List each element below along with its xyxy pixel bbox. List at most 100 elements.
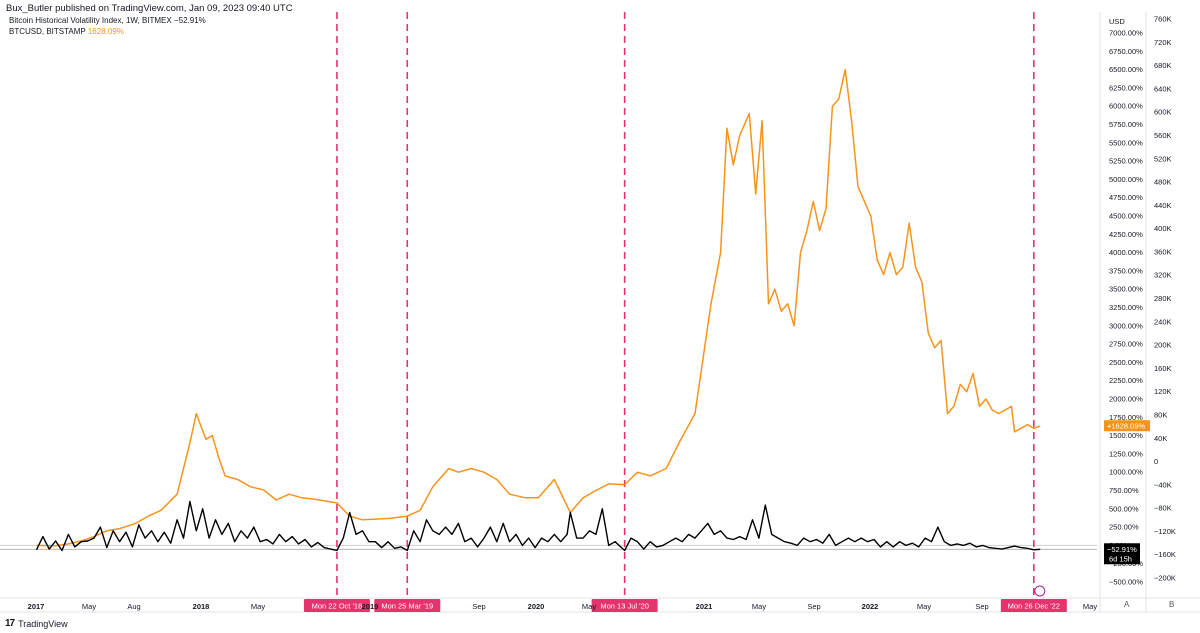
price-labels: +1628.09% −52.91%6d 15h <box>1034 420 1150 597</box>
y-tick-label: 3500.00% <box>1109 285 1143 294</box>
y2-tick-label: −40K <box>1154 480 1172 489</box>
x-tick-label: Aug <box>127 602 140 611</box>
y-tick-label: 3750.00% <box>1109 266 1143 275</box>
currency-label: USD <box>1109 17 1125 26</box>
marker-date-label: Mon 25 Mar '19 <box>381 602 433 611</box>
vol-price-countdown: 6d 15h <box>1109 554 1132 563</box>
y-tick-label: 5500.00% <box>1109 138 1143 147</box>
y-tick-label: 2000.00% <box>1109 395 1143 404</box>
y2-tick-label: 120K <box>1154 387 1172 396</box>
x-tick-label: 2019 <box>362 602 379 611</box>
y-tick-label: 6000.00% <box>1109 102 1143 111</box>
y2-tick-label: 560K <box>1154 131 1172 140</box>
y-tick-label: 4750.00% <box>1109 193 1143 202</box>
y2-tick-label: 680K <box>1154 61 1172 70</box>
y2-tick-label: 40K <box>1154 434 1167 443</box>
y2-tick-label: 640K <box>1154 84 1172 93</box>
auto-scale-button[interactable]: A <box>1124 600 1130 609</box>
btc-price-label-box <box>1104 420 1150 432</box>
btc-price-label: +1628.09% <box>1107 422 1145 431</box>
legend-btc[interactable]: BTCUSD, BITSTAMP 1628.09% <box>9 27 124 36</box>
legend-volatility-label: Bitcoin Historical Volatility Index, 1W,… <box>9 16 172 25</box>
y2-tick-label: −160K <box>1154 550 1176 559</box>
y-tick-label: 1250.00% <box>1109 449 1143 458</box>
y-tick-label: 5750.00% <box>1109 120 1143 129</box>
legend-volatility-value: −52.91% <box>173 16 206 25</box>
y-tick-label: 1000.00% <box>1109 468 1143 477</box>
y-tick-label: 6500.00% <box>1109 65 1143 74</box>
y2-tick-label: −200K <box>1154 574 1176 583</box>
y-tick-label: 2250.00% <box>1109 376 1143 385</box>
y2-tick-label: 200K <box>1154 341 1172 350</box>
x-tick-label: 2021 <box>696 602 713 611</box>
x-axis: 2017 May Aug 2018 May 2019 Sep 2020 May 2021 May Se… <box>28 602 1098 611</box>
btc-price-line <box>36 68 1041 547</box>
x-tick-label: May <box>82 602 96 611</box>
publish-info: Bux_Butler published on TradingView.com,… <box>6 3 293 14</box>
legend-volatility[interactable]: Bitcoin Historical Volatility Index, 1W,… <box>9 16 206 25</box>
y2-tick-label: 320K <box>1154 271 1172 280</box>
brand-name: TradingView <box>18 618 68 629</box>
x-tick-label: May <box>251 602 265 611</box>
y2-tick-label: 80K <box>1154 410 1167 419</box>
marker-date-box <box>303 599 370 612</box>
marker-date-box <box>374 599 441 612</box>
y2-tick-label: 0 <box>1154 457 1158 466</box>
x-tick-label: 2022 <box>862 602 879 611</box>
y-tick-label: 7000.00% <box>1109 29 1143 38</box>
y-tick-label: 4250.00% <box>1109 230 1143 239</box>
y2-tick-label: 360K <box>1154 247 1172 256</box>
y2-tick-label: 600K <box>1154 108 1172 117</box>
y-tick-label: 4000.00% <box>1109 248 1143 257</box>
y-axis-percent: USD 7000.00% 6750.00% 6500.00% 6250.00% 6000.… <box>1109 17 1143 587</box>
y-tick-label: 2750.00% <box>1109 340 1143 349</box>
y-tick-label: 1750.00% <box>1109 413 1143 422</box>
y-tick-label: 3000.00% <box>1109 321 1143 330</box>
y2-tick-label: 480K <box>1154 178 1172 187</box>
y2-tick-label: 400K <box>1154 224 1172 233</box>
x-tick-label: Sep <box>975 602 988 611</box>
x-tick-label: May <box>917 602 931 611</box>
y2-tick-label: 280K <box>1154 294 1172 303</box>
x-tick-label: 2018 <box>193 602 210 611</box>
vol-price-label-box <box>1104 543 1140 565</box>
x-tick-label: May <box>752 602 766 611</box>
y2-tick-label: −120K <box>1154 527 1176 536</box>
marker-date-label: Mon 13 Jul '20 <box>600 602 649 611</box>
x-tick-label: 2020 <box>528 602 545 611</box>
marker-date-box <box>591 599 658 612</box>
y2-tick-label: −80K <box>1154 504 1172 513</box>
legend-btc-label: BTCUSD, BITSTAMP <box>9 27 86 36</box>
y-tick-label: −500.00% <box>1109 578 1143 587</box>
grid <box>0 12 1200 613</box>
legend-btc-value: 1628.09% <box>87 27 124 36</box>
marker-date-label: Mon 22 Oct '18 <box>312 602 363 611</box>
x-tick-label: Sep <box>472 602 485 611</box>
log-scale-button[interactable]: B <box>1169 600 1175 609</box>
y2-tick-label: 720K <box>1154 38 1172 47</box>
y2-tick-label: 160K <box>1154 364 1172 373</box>
y-tick-label: 5250.00% <box>1109 157 1143 166</box>
y-tick-label: 4500.00% <box>1109 212 1143 221</box>
vertical-markers: Mon 22 Oct '18 Mon 25 Mar '19 Mon 13 Jul '… <box>303 12 1067 612</box>
lightning-icon <box>1034 585 1046 597</box>
y-tick-label: 500.00% <box>1109 504 1139 513</box>
y-tick-label: 5000.00% <box>1109 175 1143 184</box>
y-tick-label: 1500.00% <box>1109 431 1143 440</box>
y-tick-label: 3250.00% <box>1109 303 1143 312</box>
y-tick-label: 750.00% <box>1109 486 1139 495</box>
vol-price-label: −52.91% <box>1107 545 1137 554</box>
x-tick-label: 2017 <box>28 602 45 611</box>
marker-date-box <box>1000 599 1067 612</box>
y2-tick-label: 760K <box>1154 15 1172 24</box>
x-tick-label: May <box>582 602 596 611</box>
series-lines <box>35 68 1041 552</box>
y-axis-value: 760K 720K 680K 640K 600K 560K 520K 480K 440K 400K… <box>1154 15 1176 583</box>
y-tick-label: 6250.00% <box>1109 83 1143 92</box>
x-tick-label: Sep <box>807 602 820 611</box>
y-tick-label: 6750.00% <box>1109 47 1143 56</box>
y2-tick-label: 440K <box>1154 201 1172 210</box>
footer: 17 TradingView <box>5 618 68 629</box>
